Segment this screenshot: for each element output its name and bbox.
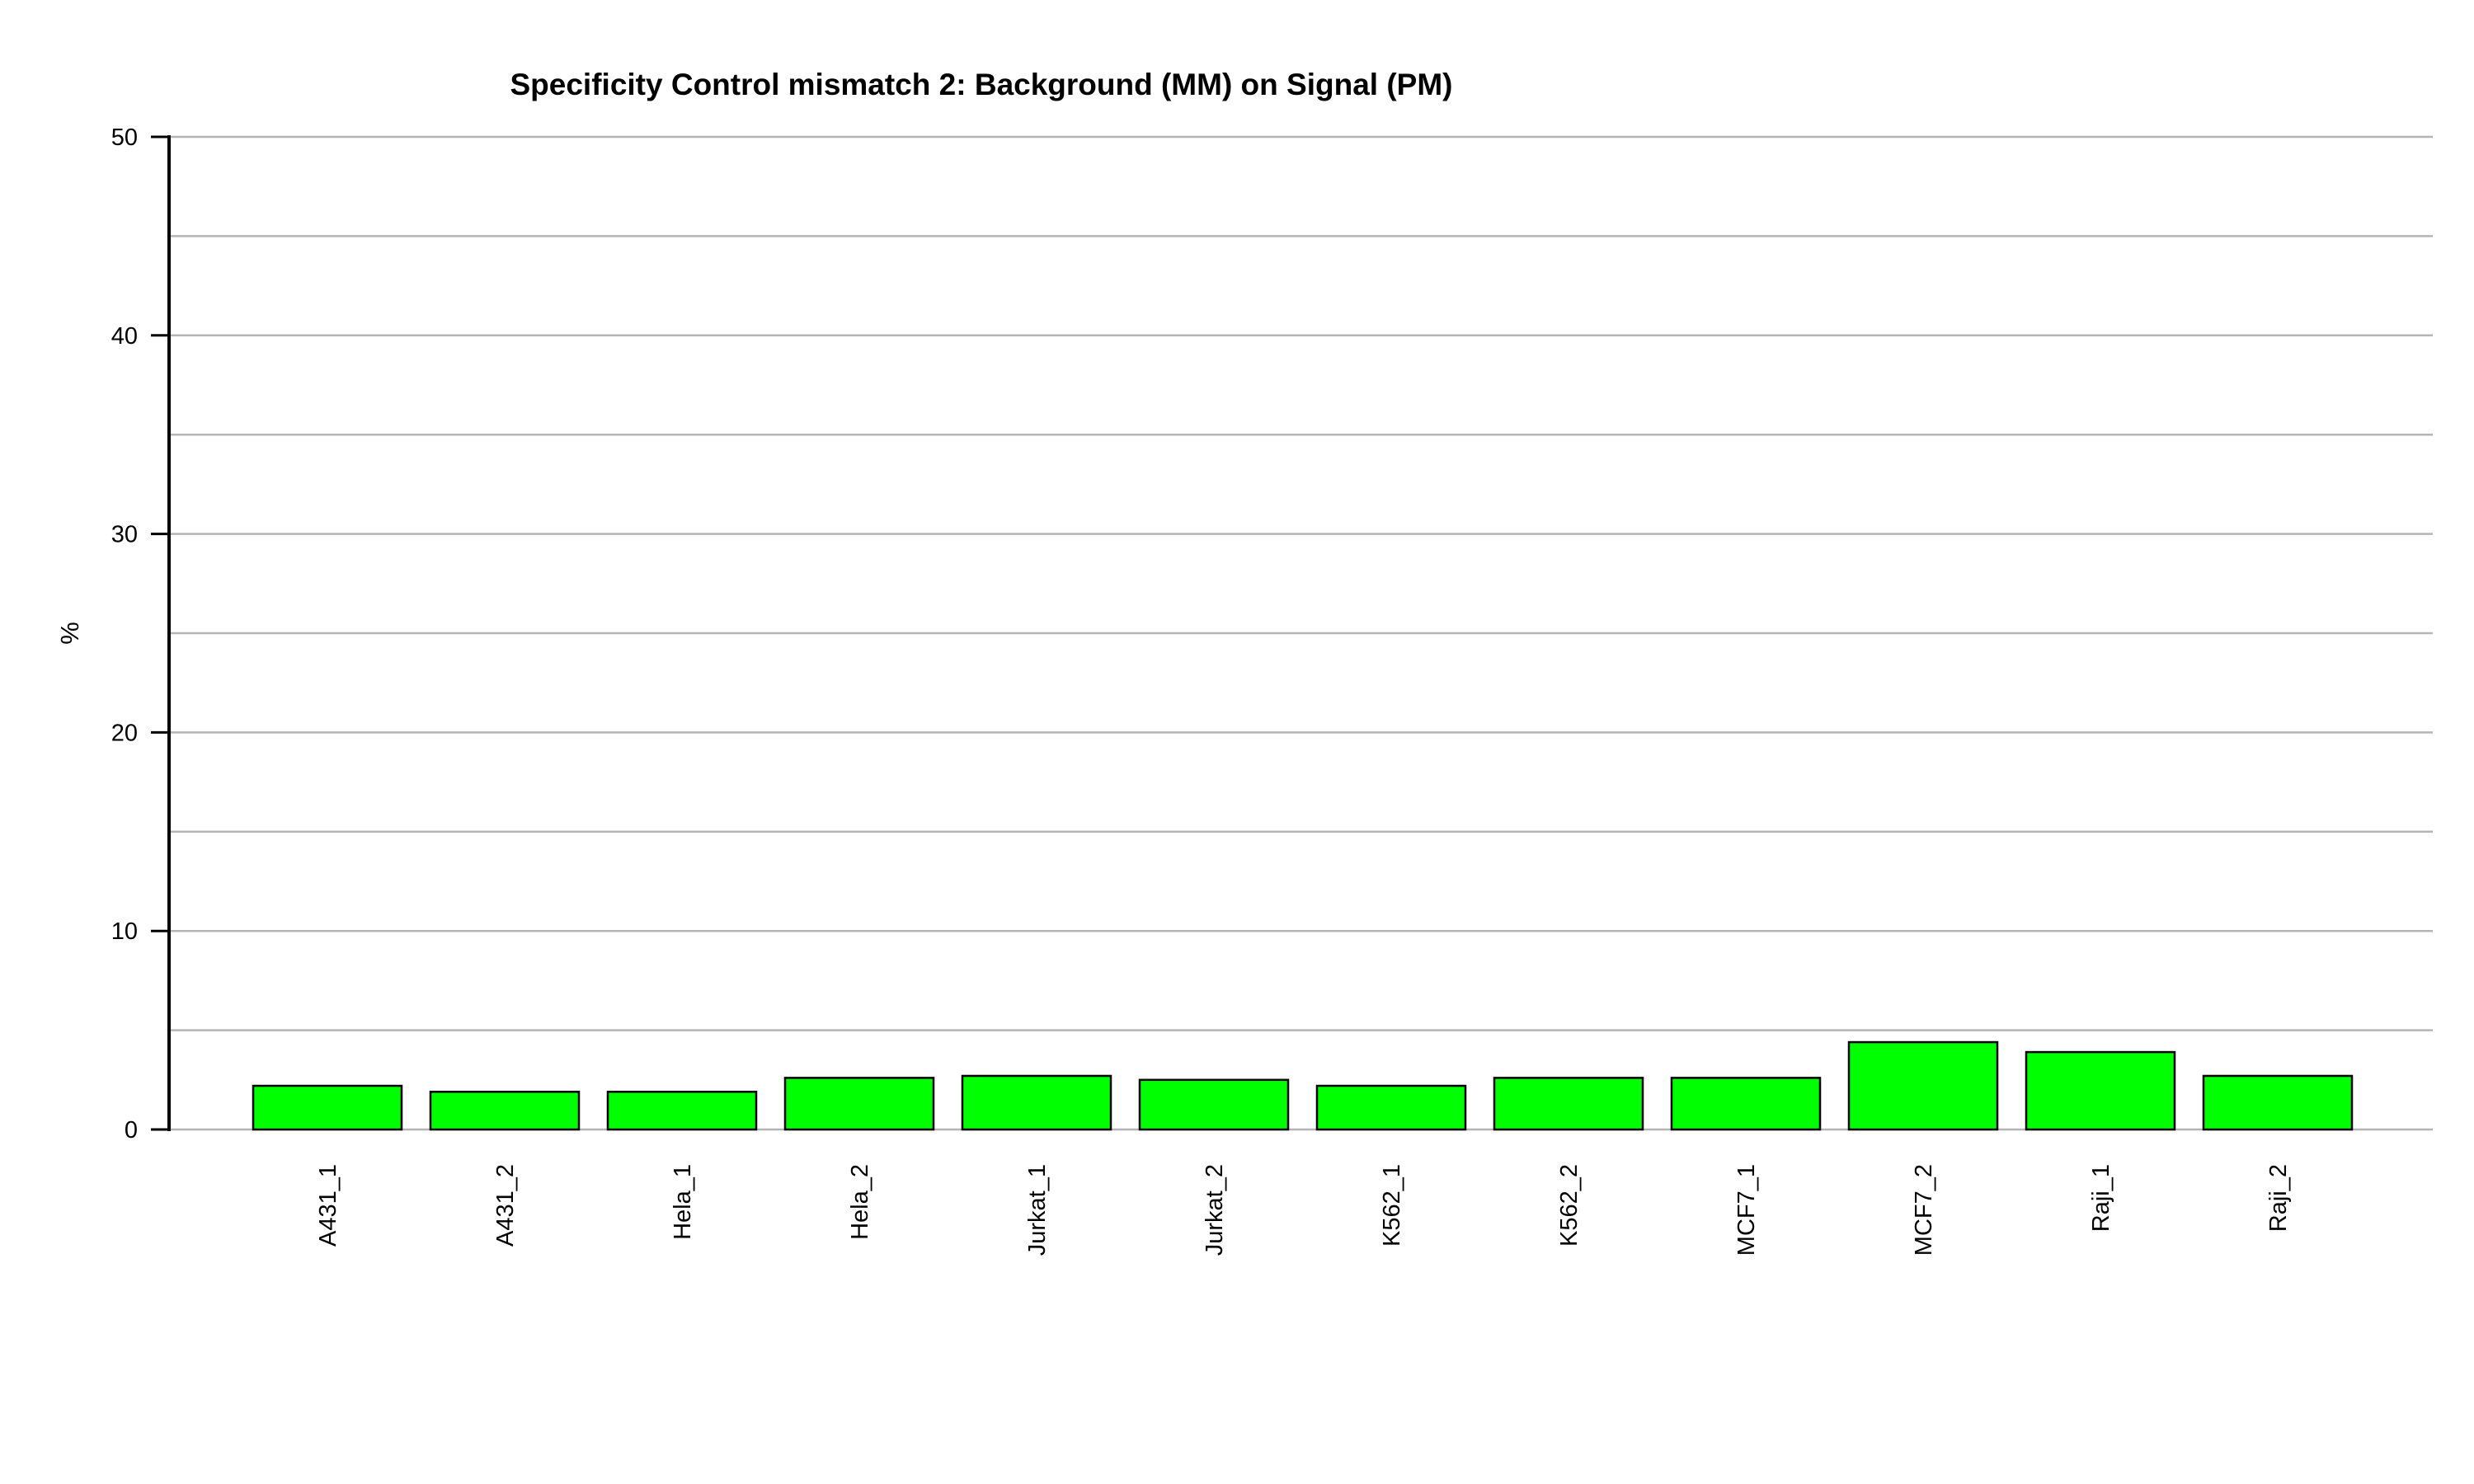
x-tick-label: MCF7_2 — [1911, 1164, 1937, 1256]
bar-MCF7_1 — [1670, 1077, 1822, 1131]
x-tick-label: Jurkat_2 — [1202, 1164, 1228, 1256]
y-tick-label: 30 — [111, 522, 138, 548]
x-tick-label: A431_2 — [492, 1164, 519, 1247]
y-axis-label: % — [55, 622, 84, 645]
x-tick-label: K562_1 — [1379, 1164, 1405, 1247]
bar-Hela_1 — [606, 1090, 758, 1131]
y-tick-label: 40 — [111, 323, 138, 350]
bar-Hela_2 — [783, 1077, 935, 1131]
x-tick-label: K562_2 — [1556, 1164, 1583, 1247]
bar-A431_2 — [429, 1090, 581, 1131]
x-tick-label: Hela_1 — [670, 1164, 696, 1240]
x-tick-label: A431_1 — [315, 1164, 341, 1247]
bar-A431_1 — [252, 1084, 403, 1131]
y-tick-label: 10 — [111, 918, 138, 945]
bar-Raji_2 — [2202, 1074, 2354, 1131]
x-tick-label: Raji_2 — [2265, 1164, 2292, 1232]
bar-MCF7_2 — [1847, 1040, 1999, 1131]
bar-K562_2 — [1493, 1077, 1644, 1131]
y-tick-label: 20 — [111, 720, 138, 746]
axes — [151, 135, 171, 1131]
gridlines — [169, 135, 2433, 1131]
y-tick-label: 0 — [125, 1117, 138, 1144]
x-tick-label: Jurkat_1 — [1024, 1164, 1051, 1256]
bar-Raji_1 — [2025, 1050, 2176, 1131]
bar-Jurkat_2 — [1138, 1078, 1290, 1131]
x-tick-label: MCF7_1 — [1733, 1164, 1760, 1256]
y-tick-labels: 0 10 20 30 40 50 — [111, 124, 138, 1144]
chart-title: Specificity Control mismatch 2: Backgrou… — [510, 68, 1453, 101]
bar-K562_1 — [1315, 1084, 1467, 1131]
x-tick-labels: A431_1 A431_2 Hela_1 Hela_2 Jurkat_1 Jurkat_2… — [315, 1164, 2292, 1256]
y-tick-label: 50 — [111, 124, 138, 151]
bar-Jurkat_1 — [961, 1074, 1112, 1131]
x-tick-label: Hela_2 — [847, 1164, 873, 1240]
bars — [252, 1040, 2354, 1131]
x-tick-label: Raji_1 — [2088, 1164, 2114, 1232]
